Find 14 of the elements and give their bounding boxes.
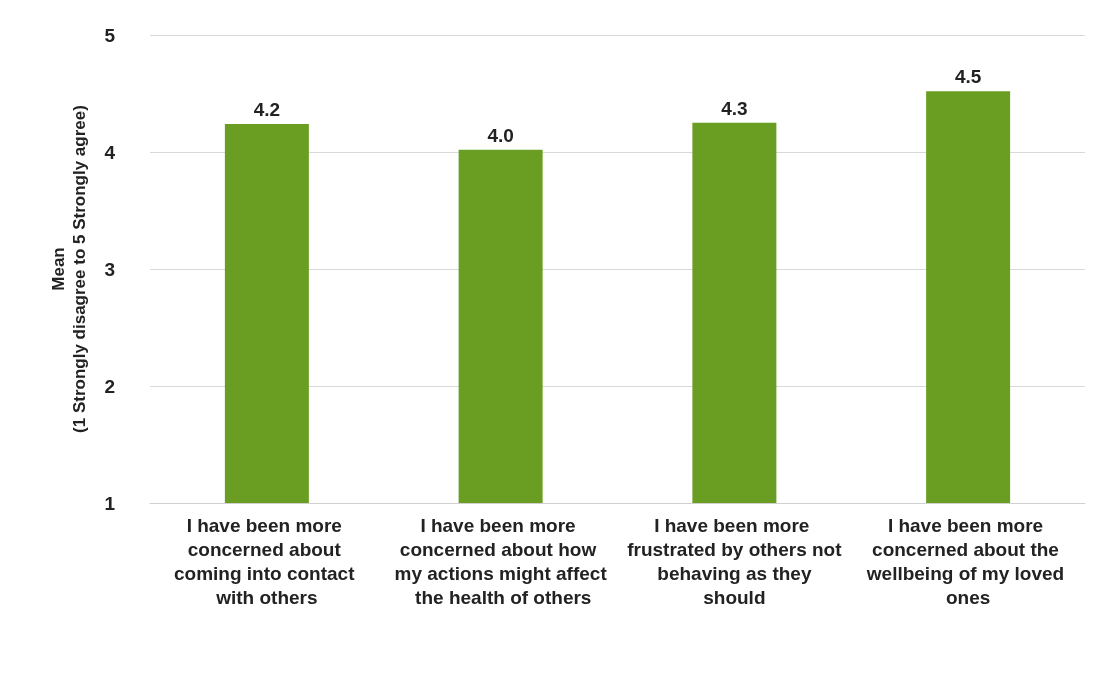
x-tick-label: I have been more concerned about coming into contact with others xyxy=(173,514,360,608)
y-tick-label: 2 xyxy=(104,375,115,397)
y-tick-label: 1 xyxy=(104,492,116,514)
y-tick-label: 5 xyxy=(104,24,116,46)
y-axis-title: Mean (1 Strongly disagree to 5 Strongly agree) xyxy=(49,105,89,433)
y-tick-label: 4 xyxy=(104,141,116,163)
x-tick-label: I have been more concerned about the wellbeing of my loved ones xyxy=(865,514,1070,608)
data-label: 4.3 xyxy=(721,97,748,119)
x-tick-label: I have been more frustrated by others not behaving as they should xyxy=(627,514,843,608)
data-label: 4.5 xyxy=(954,66,982,88)
data-label: 4.0 xyxy=(487,124,514,146)
x-tick-label: I have been more concerned about how my actions might affect the health of others xyxy=(394,514,608,608)
data-label: 4.2 xyxy=(253,98,281,120)
y-tick-label: 3 xyxy=(104,258,115,280)
